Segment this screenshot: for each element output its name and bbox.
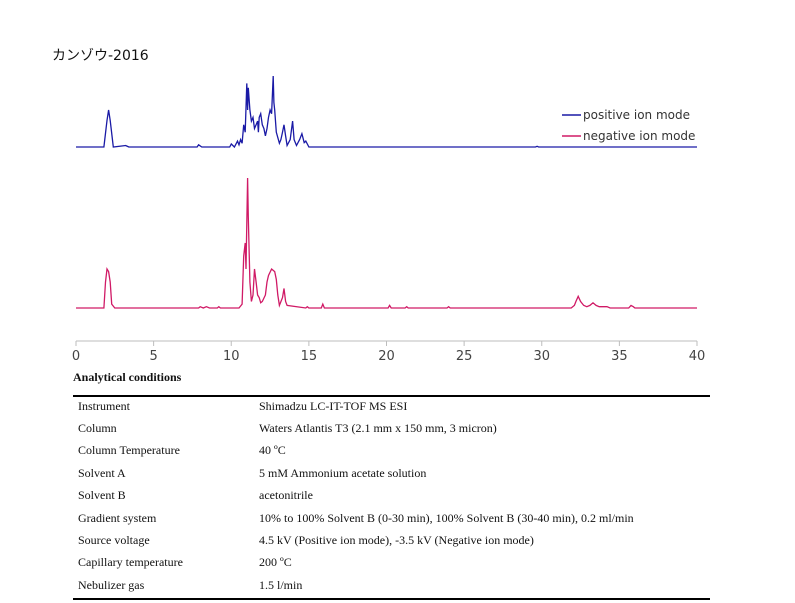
- condition-key: Capillary temperature: [78, 555, 183, 570]
- x-tick-label: 35: [611, 349, 628, 364]
- condition-key: Solvent B: [78, 488, 126, 503]
- condition-row: Capillary temperature 200 ºC: [73, 552, 710, 574]
- x-tick-label: 40: [689, 349, 706, 364]
- condition-value: 40 ºC: [259, 443, 286, 458]
- condition-row: Solvent B acetonitrile: [73, 485, 710, 507]
- x-tick-label: 20: [378, 349, 395, 364]
- x-tick-label: 30: [533, 349, 550, 364]
- chart-title: カンゾウ-2016: [52, 48, 149, 64]
- condition-value: 4.5 kV (Positive ion mode), -3.5 kV (Neg…: [259, 533, 534, 548]
- condition-row: Source voltage 4.5 kV (Positive ion mode)…: [73, 529, 710, 551]
- condition-value: 200 ºC: [259, 555, 292, 570]
- table-top-rule: [73, 395, 710, 397]
- x-tick-label: 0: [72, 349, 80, 364]
- condition-key: Gradient system: [78, 510, 157, 525]
- analytical-conditions-title: Analytical conditions: [73, 370, 182, 384]
- condition-row: Column Waters Atlantis T3 (2.1 mm x 150 m…: [73, 417, 710, 439]
- x-tick-label: 15: [301, 349, 318, 364]
- condition-value: acetonitrile: [259, 488, 313, 503]
- x-tick-label: 25: [456, 349, 473, 364]
- condition-key: Nebulizer gas: [78, 577, 145, 592]
- condition-value: 1.5 l/min: [259, 577, 303, 592]
- negative-ion-trace: [76, 177, 697, 309]
- condition-value: Waters Atlantis T3 (2.1 mm x 150 mm, 3 m…: [259, 421, 497, 436]
- condition-row: Nebulizer gas 1.5 l/min: [73, 574, 710, 596]
- x-tick-label: 10: [223, 349, 240, 364]
- analytical-conditions-table: Instrument Shimadzu LC-IT-TOF MS ESI Colum…: [73, 395, 710, 597]
- condition-key: Instrument: [78, 398, 130, 413]
- x-axis-ticks: 0 5 10 15 20 25 30 35 40: [72, 341, 705, 364]
- condition-key: Column: [78, 421, 117, 436]
- x-tick-label: 5: [149, 349, 157, 364]
- legend-label-positive: positive ion mode: [583, 108, 690, 122]
- table-bottom-rule: [73, 598, 710, 600]
- positive-ion-trace: [76, 75, 697, 149]
- condition-key: Column Temperature: [78, 443, 180, 458]
- condition-row: Column Temperature 40 ºC: [73, 440, 710, 462]
- condition-row: Solvent A 5 mM Ammonium acetate solution: [73, 462, 710, 484]
- condition-row: Gradient system 10% to 100% Solvent B (0-…: [73, 507, 710, 529]
- condition-row: Instrument Shimadzu LC-IT-TOF MS ESI: [73, 395, 710, 417]
- condition-key: Source voltage: [78, 533, 150, 548]
- chromatogram-chart: カンゾウ-2016 positive ion mode negative ion…: [52, 48, 705, 364]
- legend-label-negative: negative ion mode: [583, 129, 695, 143]
- condition-value: 5 mM Ammonium acetate solution: [259, 465, 427, 480]
- condition-key: Solvent A: [78, 465, 126, 480]
- condition-value: Shimadzu LC-IT-TOF MS ESI: [259, 398, 408, 413]
- condition-value: 10% to 100% Solvent B (0-30 min), 100% S…: [259, 510, 634, 525]
